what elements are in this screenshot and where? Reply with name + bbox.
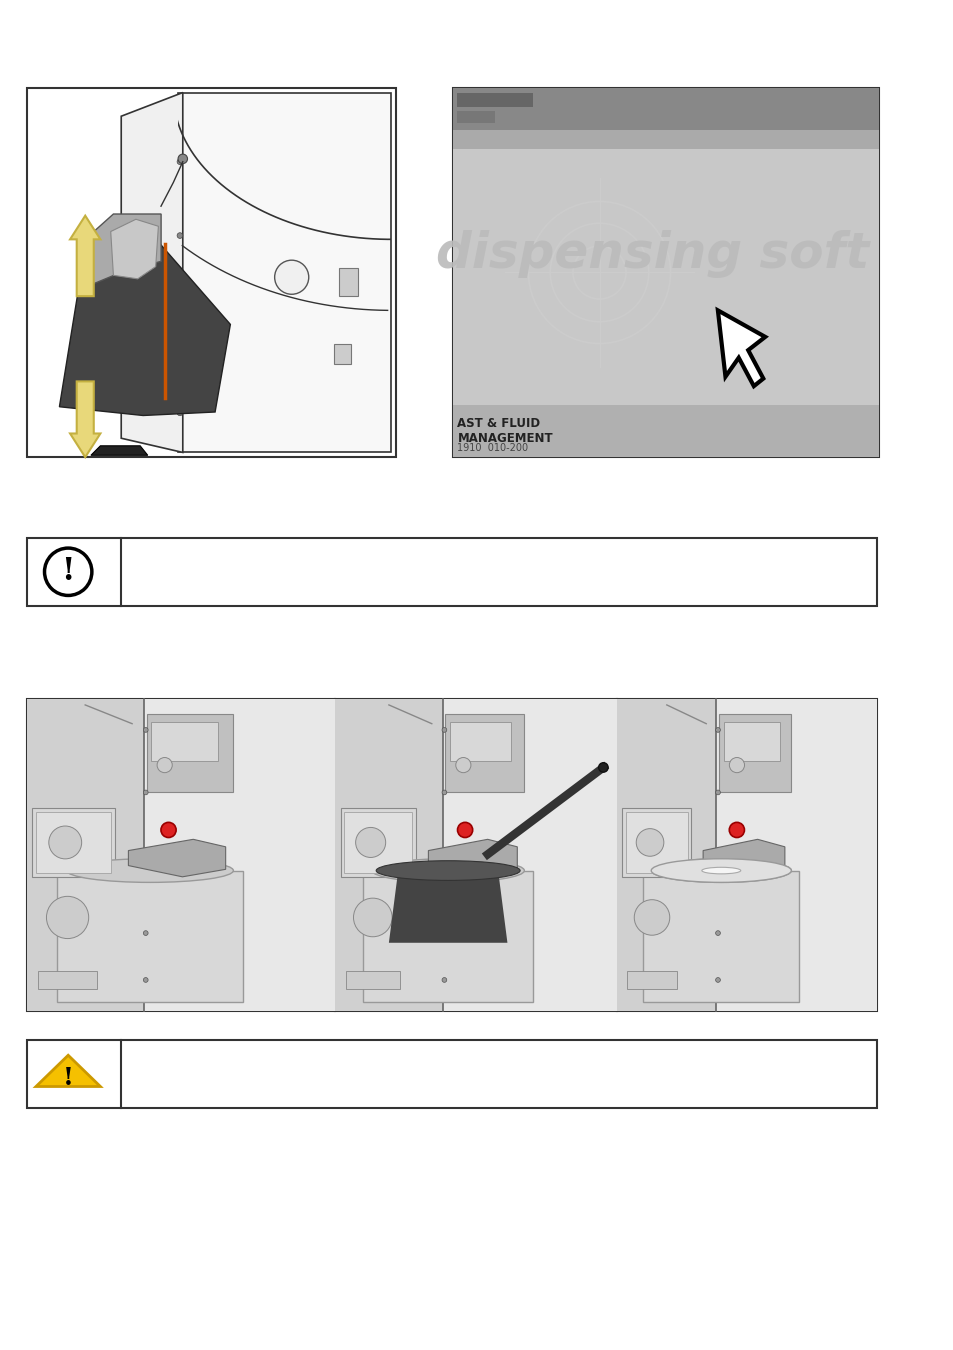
Circle shape: [177, 159, 183, 165]
Circle shape: [354, 898, 392, 937]
Circle shape: [715, 977, 720, 983]
FancyBboxPatch shape: [57, 871, 242, 1002]
FancyBboxPatch shape: [456, 93, 533, 107]
Circle shape: [441, 977, 446, 983]
Circle shape: [441, 790, 446, 795]
Polygon shape: [36, 1056, 100, 1087]
FancyBboxPatch shape: [450, 722, 511, 761]
Circle shape: [143, 868, 148, 873]
FancyBboxPatch shape: [147, 714, 233, 792]
Circle shape: [715, 728, 720, 732]
Circle shape: [715, 868, 720, 873]
Circle shape: [178, 154, 188, 163]
FancyBboxPatch shape: [453, 131, 878, 150]
Circle shape: [441, 728, 446, 732]
Circle shape: [355, 828, 385, 857]
FancyBboxPatch shape: [719, 714, 791, 792]
Polygon shape: [389, 878, 507, 942]
FancyBboxPatch shape: [453, 405, 878, 458]
FancyBboxPatch shape: [36, 811, 111, 873]
Polygon shape: [91, 446, 148, 455]
Circle shape: [157, 757, 172, 772]
FancyBboxPatch shape: [340, 809, 416, 876]
Text: dispensing soft: dispensing soft: [436, 230, 868, 278]
FancyBboxPatch shape: [38, 971, 97, 990]
Text: AST & FLUID
MANAGEMENT: AST & FLUID MANAGEMENT: [456, 417, 553, 446]
FancyBboxPatch shape: [338, 267, 357, 296]
Circle shape: [177, 306, 183, 312]
FancyBboxPatch shape: [453, 150, 878, 405]
Circle shape: [161, 822, 176, 837]
FancyArrow shape: [70, 382, 100, 458]
Circle shape: [143, 930, 148, 936]
FancyBboxPatch shape: [453, 88, 878, 458]
FancyBboxPatch shape: [344, 811, 412, 873]
Polygon shape: [121, 93, 183, 452]
Ellipse shape: [651, 859, 791, 883]
Ellipse shape: [67, 859, 233, 883]
FancyBboxPatch shape: [32, 809, 114, 876]
Polygon shape: [702, 840, 784, 876]
Circle shape: [441, 868, 446, 873]
FancyBboxPatch shape: [642, 871, 799, 1002]
Polygon shape: [129, 840, 226, 876]
FancyArrow shape: [70, 216, 100, 296]
Text: 1910  010-200: 1910 010-200: [456, 443, 528, 454]
FancyBboxPatch shape: [334, 343, 351, 364]
Circle shape: [634, 899, 669, 936]
Circle shape: [274, 261, 309, 294]
FancyBboxPatch shape: [723, 722, 780, 761]
Circle shape: [598, 763, 607, 772]
Polygon shape: [428, 840, 517, 876]
FancyBboxPatch shape: [625, 811, 687, 873]
FancyBboxPatch shape: [27, 537, 876, 606]
Circle shape: [177, 362, 183, 367]
Circle shape: [177, 410, 183, 416]
Polygon shape: [178, 93, 391, 452]
Text: !: !: [63, 1065, 73, 1089]
Circle shape: [49, 826, 82, 859]
Ellipse shape: [375, 861, 519, 880]
Ellipse shape: [372, 859, 524, 883]
Circle shape: [456, 757, 471, 772]
Polygon shape: [80, 215, 161, 289]
FancyBboxPatch shape: [335, 699, 617, 1011]
Circle shape: [457, 822, 472, 837]
FancyBboxPatch shape: [617, 699, 876, 1011]
FancyBboxPatch shape: [627, 971, 676, 990]
Circle shape: [715, 790, 720, 795]
FancyBboxPatch shape: [442, 699, 617, 1011]
FancyBboxPatch shape: [716, 699, 876, 1011]
FancyBboxPatch shape: [445, 714, 523, 792]
FancyBboxPatch shape: [27, 88, 395, 458]
Circle shape: [143, 977, 148, 983]
Circle shape: [441, 930, 446, 936]
FancyBboxPatch shape: [144, 699, 335, 1011]
Circle shape: [715, 930, 720, 936]
Polygon shape: [111, 219, 158, 279]
FancyBboxPatch shape: [27, 1040, 876, 1108]
FancyBboxPatch shape: [27, 699, 335, 1011]
FancyBboxPatch shape: [346, 971, 399, 990]
Circle shape: [143, 728, 148, 732]
Ellipse shape: [701, 867, 740, 873]
Ellipse shape: [651, 859, 791, 883]
Circle shape: [728, 822, 743, 837]
Circle shape: [729, 757, 743, 772]
FancyBboxPatch shape: [152, 722, 218, 761]
FancyBboxPatch shape: [456, 112, 495, 123]
Circle shape: [47, 896, 89, 938]
FancyBboxPatch shape: [27, 699, 876, 1011]
FancyBboxPatch shape: [453, 88, 878, 131]
Polygon shape: [718, 310, 764, 386]
Circle shape: [177, 232, 183, 239]
Polygon shape: [59, 236, 230, 416]
Text: !: !: [61, 556, 74, 587]
Circle shape: [143, 790, 148, 795]
FancyBboxPatch shape: [621, 809, 691, 876]
Circle shape: [636, 829, 663, 856]
Circle shape: [45, 548, 91, 595]
FancyBboxPatch shape: [363, 871, 533, 1002]
